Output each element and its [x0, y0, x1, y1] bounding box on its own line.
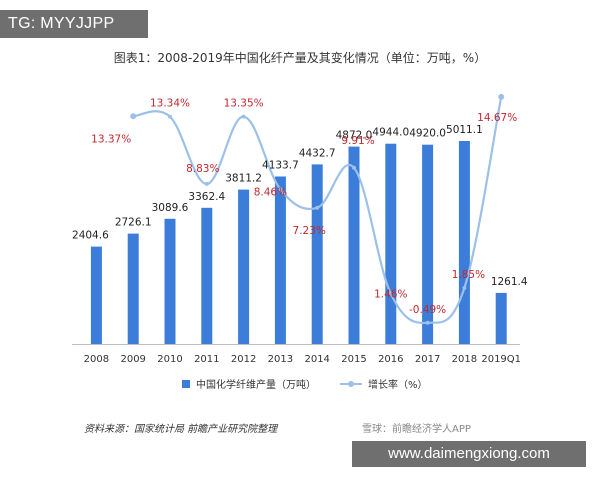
bar-2008 [90, 246, 102, 344]
growth-line-layer [130, 93, 505, 325]
growth-point [388, 291, 393, 296]
growth-point [130, 113, 137, 120]
x-tick-label: 2012 [231, 354, 256, 365]
bar-2017 [422, 144, 434, 344]
growth-value-label: 8.46% [254, 186, 287, 198]
growth-point [462, 285, 467, 290]
x-tick-label: 2009 [120, 354, 145, 365]
growth-rate-line [133, 96, 503, 325]
bar-value-label: 3362.4 [188, 191, 225, 203]
growth-point [352, 165, 356, 170]
bar-value-label: 2726.1 [115, 217, 152, 229]
snowball-watermark: 雪球：前瞻经济学人APP [362, 424, 471, 435]
growth-value-label: 13.35% [224, 98, 264, 110]
x-tick-label: 2008 [84, 354, 109, 365]
bar-value-label: 2404.6 [72, 230, 109, 242]
growth-point [278, 187, 283, 192]
growth-point [204, 181, 209, 186]
x-axis-layer: 2008 2009 2010 2011 2012 2013 2014 2015 2016 2017… [72, 344, 521, 365]
bar-2012 [238, 189, 250, 344]
bar-value-label: 4944.0 [372, 127, 409, 139]
labels-layer: 2404.6 2726.13089.63362.43811.24133.74432… [72, 98, 528, 316]
bar-2014 [311, 164, 323, 344]
growth-point [315, 205, 320, 210]
growth-point [168, 114, 172, 119]
x-tick-label: 2011 [194, 354, 219, 365]
growth-point [241, 114, 246, 119]
bars-layer [90, 141, 507, 344]
bar-value-label: 3811.2 [225, 173, 262, 185]
x-tick-label: 2019Q1 [481, 354, 521, 365]
bar-2013 [274, 176, 286, 344]
growth-value-label: -0.49% [409, 304, 446, 316]
growth-value-label: 9.91% [341, 135, 374, 147]
bar-value-label: 5011.1 [446, 124, 483, 136]
x-tick-label: 2018 [452, 354, 477, 365]
bar-2015 [348, 146, 360, 344]
bar-2018 [458, 141, 470, 344]
x-tick-label: 2014 [304, 354, 329, 365]
chart-title: 图表1：2008-2019年中国化纤产量及其变化情况（单位：万吨，%） [113, 51, 487, 65]
bar-2011 [201, 207, 213, 344]
bar-2019Q1 [495, 292, 507, 344]
legend-line-marker [348, 381, 354, 387]
bar-value-label: 4133.7 [262, 160, 299, 172]
growth-point [498, 93, 505, 100]
bar-value-label: 4920.0 [409, 128, 446, 140]
growth-value-label: 1.46% [374, 289, 407, 301]
growth-value-label: 7.23% [293, 225, 326, 237]
growth-value-label: 14.67% [477, 112, 517, 124]
bar-2016 [385, 143, 397, 344]
growth-point [425, 320, 430, 325]
x-tick-label: 2013 [268, 354, 293, 365]
legend-bar-swatch [182, 380, 190, 388]
x-tick-label: 2015 [341, 354, 366, 365]
growth-value-label: 13.34% [150, 98, 190, 110]
bar-value-label: 4432.7 [299, 147, 336, 159]
bar-value-label: 4872.0 [336, 130, 373, 142]
growth-value-label: 8.83% [186, 163, 219, 175]
growth-value-label: 1.85% [452, 269, 485, 281]
x-tick-label: 2017 [415, 354, 440, 365]
source-note: 资料来源：国家统计局 前瞻产业研究院整理 [84, 424, 278, 435]
telegram-tag: TG: MYYJJPP [0, 10, 148, 38]
legend: 中国化学纤维产量（万吨） 增长率（%） [182, 378, 428, 391]
site-banner: www.daimengxiong.com [352, 441, 586, 467]
bar-value-label: 3089.6 [152, 202, 189, 214]
bar-2010 [164, 218, 176, 344]
legend-line-label: 增长率（%） [368, 378, 428, 391]
x-tick-label: 2016 [378, 354, 403, 365]
bar-value-label: 1261.4 [491, 276, 528, 288]
legend-bar-label: 中国化学纤维产量（万吨） [196, 378, 316, 391]
bar-2009 [127, 233, 139, 344]
growth-value-label: 13.37% [91, 133, 131, 145]
x-tick-label: 2010 [157, 354, 182, 365]
